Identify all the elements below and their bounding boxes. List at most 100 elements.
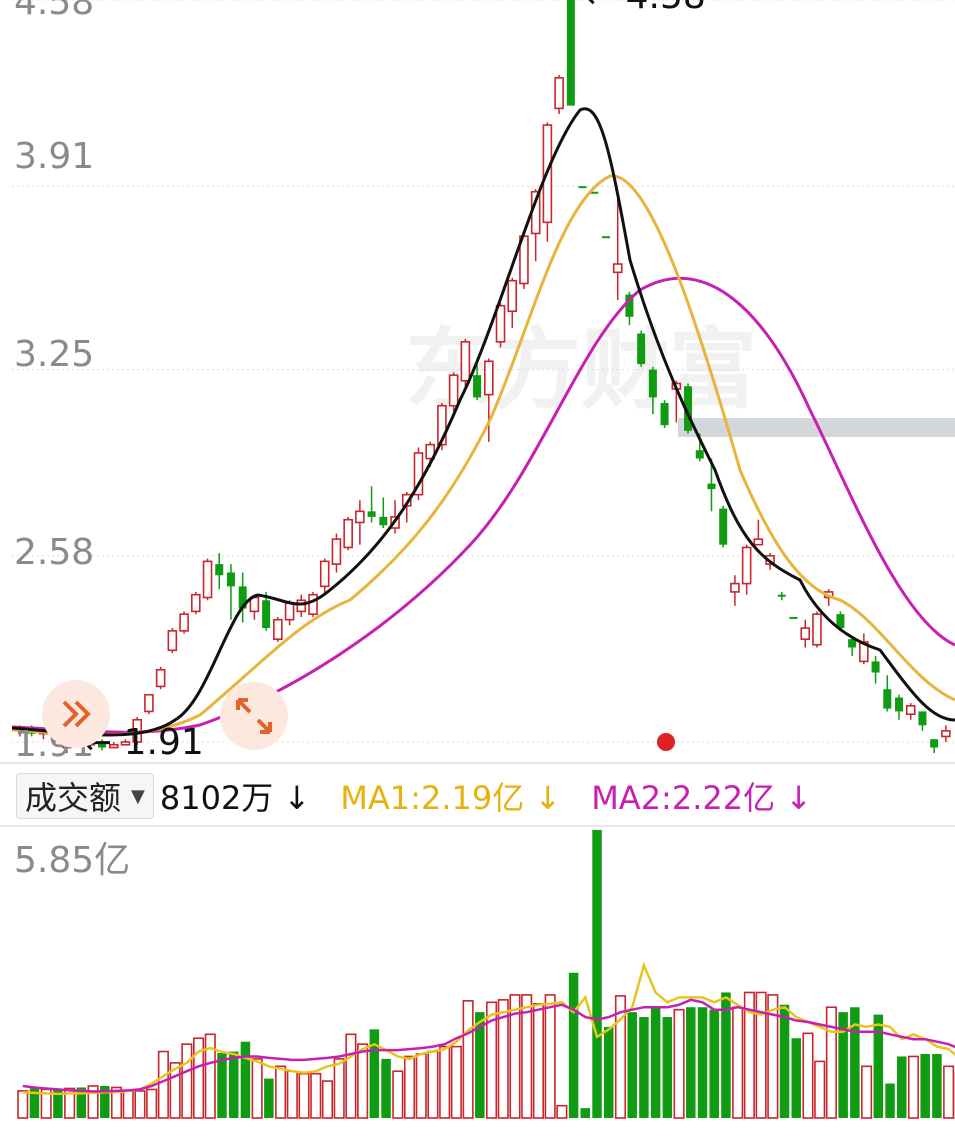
volume-bar[interactable] — [122, 1090, 134, 1119]
candle[interactable] — [343, 516, 353, 551]
volume-bar[interactable] — [321, 1080, 334, 1119]
volume-bar[interactable] — [509, 994, 521, 1119]
candle[interactable] — [648, 366, 657, 415]
candle[interactable] — [941, 725, 951, 742]
volume-bar[interactable] — [673, 1008, 685, 1119]
candle[interactable] — [800, 619, 811, 648]
candle[interactable] — [296, 594, 307, 617]
volume-bar[interactable] — [345, 1033, 357, 1119]
candle[interactable] — [859, 633, 869, 665]
volume-bar[interactable] — [556, 1104, 568, 1119]
candle[interactable] — [871, 655, 880, 684]
volume-bars[interactable] — [17, 830, 955, 1119]
volume-bar[interactable] — [791, 1038, 802, 1118]
candle[interactable] — [719, 505, 728, 548]
candle[interactable] — [895, 694, 903, 720]
volume-bar[interactable] — [450, 1045, 462, 1119]
volume-bar[interactable] — [240, 1041, 251, 1118]
volume-bar[interactable] — [755, 991, 767, 1119]
candle[interactable] — [448, 372, 459, 412]
volume-bar[interactable] — [298, 1072, 310, 1119]
candle[interactable] — [273, 616, 283, 642]
volume-bar[interactable] — [204, 1033, 216, 1119]
candle[interactable] — [684, 383, 693, 434]
candle[interactable] — [379, 497, 388, 529]
candle[interactable] — [612, 191, 623, 301]
candle[interactable] — [590, 191, 599, 194]
candle[interactable] — [848, 636, 857, 656]
candle[interactable] — [226, 564, 235, 620]
volume-bar[interactable] — [157, 1050, 169, 1119]
volume-bar[interactable] — [920, 1054, 930, 1118]
volume-bar[interactable] — [228, 1051, 239, 1118]
volume-bar[interactable] — [568, 972, 579, 1118]
volume-bar[interactable] — [544, 994, 556, 1119]
volume-bar[interactable] — [146, 1088, 158, 1119]
volume-bar[interactable] — [907, 1055, 920, 1119]
volume-bar[interactable] — [286, 1070, 298, 1119]
volume-bar[interactable] — [732, 1006, 744, 1119]
candle[interactable] — [637, 330, 646, 367]
candle[interactable] — [730, 575, 740, 606]
candle[interactable] — [215, 553, 224, 590]
volume-bar[interactable] — [193, 1037, 205, 1119]
candle[interactable] — [777, 591, 786, 601]
candle[interactable] — [905, 703, 916, 720]
collapse-button[interactable] — [42, 680, 110, 748]
volume-bar[interactable] — [897, 1056, 907, 1118]
candle[interactable] — [108, 742, 119, 749]
volume-bar[interactable] — [521, 994, 533, 1119]
candle[interactable] — [812, 611, 822, 648]
candle[interactable] — [507, 277, 518, 328]
candle[interactable] — [319, 558, 330, 595]
candle[interactable] — [155, 666, 166, 690]
volume-bar[interactable] — [943, 1065, 955, 1119]
volume-bar[interactable] — [662, 1017, 673, 1118]
volume-bar[interactable] — [369, 1029, 380, 1118]
candle[interactable] — [167, 628, 178, 654]
indicator-select[interactable]: 成交额 ▼ — [16, 773, 154, 819]
volume-bar[interactable] — [87, 1085, 99, 1119]
volume-bar[interactable] — [475, 1012, 485, 1118]
volume-bar[interactable] — [264, 1078, 274, 1118]
volume-bar[interactable] — [532, 1002, 544, 1119]
candle[interactable] — [554, 75, 564, 114]
candle[interactable] — [753, 519, 764, 546]
candle[interactable] — [625, 291, 634, 326]
volume-bar[interactable] — [134, 1090, 146, 1119]
volume-bar[interactable] — [217, 1053, 227, 1118]
volume-bar[interactable] — [721, 992, 731, 1118]
volume-bar[interactable] — [485, 1001, 498, 1119]
volume-bar[interactable] — [76, 1087, 87, 1118]
volume-bar[interactable] — [627, 1012, 637, 1118]
fullscreen-button[interactable] — [220, 682, 288, 750]
volume-bar[interactable] — [861, 1065, 873, 1119]
candle[interactable] — [98, 739, 107, 751]
volume-bar[interactable] — [614, 995, 627, 1119]
candle[interactable] — [120, 739, 131, 746]
volume-bar[interactable] — [462, 1000, 474, 1119]
volume-bar[interactable] — [357, 1043, 369, 1119]
volume-bar[interactable] — [110, 1086, 123, 1119]
candle[interactable] — [355, 500, 365, 545]
volume-bar[interactable] — [779, 1004, 790, 1118]
volume-bar[interactable] — [885, 1083, 895, 1118]
candle[interactable] — [918, 711, 927, 731]
volume-bar[interactable] — [802, 1032, 814, 1119]
volume-bar[interactable] — [403, 1055, 416, 1119]
candle[interactable] — [660, 400, 669, 428]
volume-bar[interactable] — [873, 1014, 884, 1118]
volume-bar[interactable] — [310, 1072, 322, 1119]
candle[interactable] — [179, 611, 189, 634]
volume-bar[interactable] — [697, 1007, 708, 1118]
candle[interactable] — [191, 591, 201, 615]
candle[interactable] — [741, 544, 752, 595]
candle[interactable] — [883, 675, 892, 712]
volume-bar[interactable] — [767, 994, 779, 1119]
candle[interactable] — [566, 0, 575, 106]
volume-bar[interactable] — [427, 1050, 439, 1119]
volume-bar[interactable] — [275, 1065, 287, 1119]
event-dot[interactable] — [657, 733, 675, 751]
volume-bar[interactable] — [17, 1090, 29, 1119]
volume-bar[interactable] — [333, 1058, 345, 1119]
